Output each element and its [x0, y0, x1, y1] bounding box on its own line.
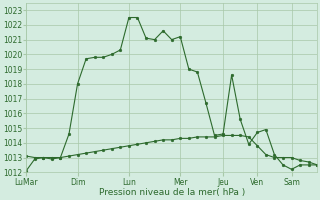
X-axis label: Pression niveau de la mer( hPa ): Pression niveau de la mer( hPa )	[99, 188, 245, 197]
